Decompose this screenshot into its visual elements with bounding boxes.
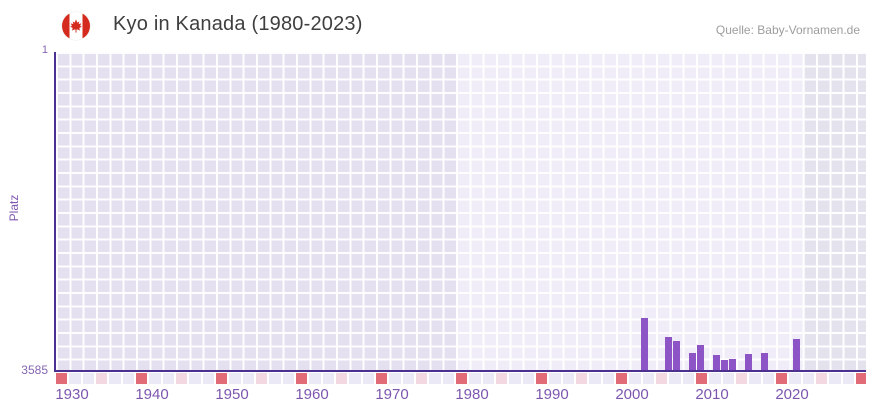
strip-tile <box>322 373 334 384</box>
x-tick-label-2010: 2010 <box>695 386 729 403</box>
strip-tile <box>362 373 374 384</box>
plot-background <box>56 52 866 370</box>
x-tick-label-1990: 1990 <box>535 386 569 403</box>
x-tick-label-1940: 1940 <box>135 386 169 403</box>
x-axis-tick-strip <box>56 373 866 384</box>
strip-tile <box>109 373 121 384</box>
strip-tile <box>842 373 854 384</box>
major-tick-tile <box>135 373 148 384</box>
major-tick-tile <box>215 373 228 384</box>
bar-2016[interactable] <box>760 352 768 370</box>
strip-tile <box>202 373 214 384</box>
bar-2001[interactable] <box>640 318 648 370</box>
strip-tile <box>509 373 521 384</box>
bar-2008[interactable] <box>696 345 704 370</box>
strip-tile <box>349 373 361 384</box>
minor-tick-tile <box>575 373 588 384</box>
major-tick-tile <box>56 373 68 384</box>
plot-area <box>54 52 866 372</box>
strip-tile <box>469 373 481 384</box>
minor-tick-tile <box>415 373 428 384</box>
strip-tile <box>642 373 654 384</box>
chart-title: Kyo in Kanada (1980-2023) <box>113 13 363 35</box>
strip-tile <box>82 373 94 384</box>
minor-tick-tile <box>495 373 508 384</box>
background-zone-1 <box>456 52 805 370</box>
bar-2010[interactable] <box>712 355 720 370</box>
strip-tile <box>629 373 641 384</box>
minor-tick-tile <box>815 373 828 384</box>
strip-tile <box>389 373 401 384</box>
strip-tile <box>762 373 774 384</box>
strip-tile <box>829 373 841 384</box>
x-axis-labels: 1930 1940 1950 1960 1970 1980 1990 2000 2010 2020 <box>55 386 866 406</box>
strip-tile <box>669 373 681 384</box>
x-tick-label-2020: 2020 <box>775 386 809 403</box>
strip-tile <box>429 373 441 384</box>
x-tick-label-1960: 1960 <box>295 386 329 403</box>
major-tick-tile <box>455 373 468 384</box>
bar-2020[interactable] <box>792 339 800 370</box>
strip-tile <box>482 373 494 384</box>
minor-tick-tile <box>335 373 348 384</box>
strip-tile <box>309 373 321 384</box>
strip-tile <box>682 373 694 384</box>
major-tick-tile <box>855 373 866 384</box>
maple-leaf-icon <box>70 19 82 33</box>
minor-tick-tile <box>255 373 268 384</box>
minor-tick-tile <box>655 373 668 384</box>
strip-tile <box>749 373 761 384</box>
strip-tile <box>602 373 614 384</box>
bar-2014[interactable] <box>744 354 752 370</box>
major-tick-tile <box>535 373 548 384</box>
strip-tile <box>122 373 134 384</box>
strip-tile <box>589 373 601 384</box>
major-tick-tile <box>375 373 388 384</box>
minor-tick-tile <box>735 373 748 384</box>
strip-tile <box>549 373 561 384</box>
x-tick-label-2000: 2000 <box>615 386 649 403</box>
bar-2012[interactable] <box>728 359 736 370</box>
strip-tile <box>442 373 454 384</box>
bar-2007[interactable] <box>688 353 696 370</box>
bar-2005[interactable] <box>672 340 680 370</box>
y-axis-min-label: 3585 <box>21 363 48 377</box>
x-tick-label-1980: 1980 <box>455 386 489 403</box>
strip-tile <box>789 373 801 384</box>
strip-tile <box>282 373 294 384</box>
major-tick-tile <box>695 373 708 384</box>
source-credit: Quelle: Baby-Vornamen.de <box>715 23 860 37</box>
strip-tile <box>69 373 81 384</box>
strip-tile <box>269 373 281 384</box>
strip-tile <box>149 373 161 384</box>
strip-tile <box>229 373 241 384</box>
strip-tile <box>522 373 534 384</box>
strip-tile <box>709 373 721 384</box>
bar-2004[interactable] <box>664 337 672 370</box>
minor-tick-tile <box>175 373 188 384</box>
major-tick-tile <box>295 373 308 384</box>
strip-tile <box>162 373 174 384</box>
strip-tile <box>562 373 574 384</box>
minor-tick-tile <box>95 373 108 384</box>
strip-tile <box>189 373 201 384</box>
x-tick-label-1950: 1950 <box>215 386 249 403</box>
background-zone-0 <box>56 52 456 370</box>
canada-flag-icon <box>62 12 90 40</box>
major-tick-tile <box>615 373 628 384</box>
strip-tile <box>722 373 734 384</box>
background-zone-2 <box>804 52 866 370</box>
y-axis-title: Platz <box>7 194 21 222</box>
strip-tile <box>242 373 254 384</box>
x-tick-label-1970: 1970 <box>375 386 409 403</box>
major-tick-tile <box>775 373 788 384</box>
y-axis-max-label: 1 <box>41 44 48 56</box>
strip-tile <box>402 373 414 384</box>
strip-tile <box>802 373 814 384</box>
bar-2011[interactable] <box>720 359 728 370</box>
x-tick-label-1930: 1930 <box>55 386 89 403</box>
